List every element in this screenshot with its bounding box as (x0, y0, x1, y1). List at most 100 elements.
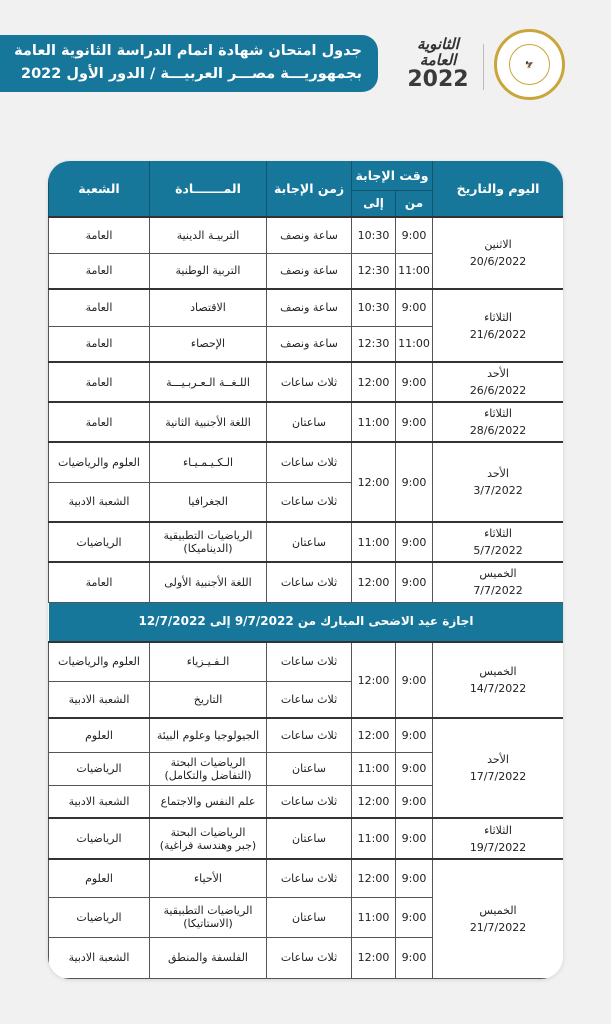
thanaweya-logo: الثانوية العامة 2022 (402, 36, 474, 92)
subject-cell: الرياضيات التطبيقية (الديناميكا) (149, 521, 267, 563)
subject-cell: التربية الوطنية (149, 252, 267, 290)
header-answer-time: وقت الإجابة (350, 161, 434, 190)
time-from: 9:00 (395, 361, 434, 403)
subject-cell: الإحصاء (149, 325, 267, 363)
day-name: الثلاثاء (484, 823, 512, 837)
duration: ساعتان (266, 817, 352, 860)
exam-row: الأحد 26/6/2022 9:00 12:00 ثلاث ساعات اللـغــ… (48, 361, 563, 403)
subject-name: اللـغــة الـعـربـيـــة (166, 375, 250, 389)
title-line-1: جدول امتحان شهادة اتمام الدراسة الثانوية… (14, 43, 362, 59)
time-from: 9:00 (395, 216, 434, 254)
subject-cell: الفلسفة والمنطق (149, 936, 267, 979)
time-from: 9:00 (395, 288, 434, 327)
subject-cell: الاقتصاد (149, 288, 267, 327)
subject-cell: علم النفس والاجتماع (149, 784, 267, 819)
duration: ساعتان (266, 401, 352, 443)
subject-name: الـكـيـمـيـاء (182, 455, 234, 469)
branch: الشعبة الادبية (48, 481, 150, 523)
time-from: 9:00 (395, 561, 434, 603)
time-from: 9:00 (395, 784, 434, 819)
subject-name: الأحياء (194, 871, 222, 885)
subject-cell: الرياضيات البحتة (جبر وهندسة فراغية) (149, 817, 267, 860)
subject-cell: التربيـة الدينية (149, 216, 267, 254)
branch: العامة (48, 325, 150, 363)
branch: العامة (48, 216, 150, 254)
time-from: 9:00 (395, 641, 434, 719)
time-to: 12:00 (350, 441, 397, 523)
exam-row: 9:00 11:00 ساعتان الرياضيات البحتة (التفاضل … (48, 751, 564, 786)
exam-row: الأحد 17/7/2022 9:00 12:00 ثلاث ساعات الجيولو… (48, 717, 563, 819)
time-from: 9:00 (395, 401, 434, 443)
day-name: الثلاثاء (484, 527, 512, 540)
branch: العلوم (48, 717, 150, 753)
time-to: 11:00 (350, 751, 397, 786)
day-name: الخميس (479, 567, 517, 581)
holiday-banner: اجازة عيد الاضحى المبارك من 9/7/2022 إلى… (48, 602, 563, 642)
duration: ساعة ونصف (266, 216, 352, 254)
time-to: 12:00 (350, 936, 397, 979)
exam-date: 17/7/2022 (469, 770, 527, 783)
branch: العامة (48, 288, 150, 327)
header-branch: الشعبة (48, 161, 150, 217)
duration: ثلاث ساعات (266, 361, 352, 403)
day-name: الأحد (487, 467, 509, 480)
exam-date: 3/7/2022 (473, 484, 523, 497)
exam-row: 9:00 12:00 ثلاث ساعات الفلسفة والمنطق الشعبة… (48, 936, 564, 979)
header-duration: زمن الإجابة (266, 161, 352, 217)
day-date-cell: الأحد 3/7/2022 (432, 441, 563, 523)
branch: الرياضيات (48, 521, 150, 563)
branch: الشعبة الادبية (48, 680, 150, 719)
subject-cell: التاريخ (149, 680, 267, 719)
subject-name: الرياضيات التطبيقية (163, 529, 253, 542)
title-line-2: بجمهوريـــة مصـــر العربيـــة / الدور ال… (21, 66, 362, 82)
holiday-banner-row: اجازة عيد الاضحى المبارك من 9/7/2022 إلى… (48, 602, 563, 642)
duration: ثلاث ساعات (266, 936, 352, 979)
exam-row: الأحد 3/7/2022 9:00 12:00 ثلاث ساعات الـكـيـم… (48, 441, 563, 523)
subject-name: الجيولوجيا وعلوم البيئة (156, 728, 260, 742)
exam-row: 11:00 12:30 ساعة ونصف الإحصاء العامة (48, 325, 564, 363)
time-from: 11:00 (395, 325, 434, 363)
exam-row: الخميس 21/7/2022 9:00 12:00 ثلاث ساعات الأحيا… (48, 858, 563, 979)
time-from: 11:00 (395, 252, 434, 290)
exam-schedule-table: اليوم والتاريخ وقت الإجابة زمن الإجابة ا… (48, 161, 563, 979)
subject-name: اللغة الأجنبية الثانية (165, 415, 251, 429)
day-name: الأحد (487, 753, 509, 766)
branch: العامة (48, 561, 150, 603)
time-from: 9:00 (395, 936, 434, 979)
time-to: 12:30 (350, 325, 397, 363)
time-to: 12:00 (350, 717, 397, 753)
exam-row: الخميس 7/7/2022 9:00 12:00 ثلاث ساعات اللغة ا… (48, 561, 563, 603)
subject-name: التاريخ (193, 692, 223, 706)
duration: ساعتان (266, 896, 352, 938)
branch: العامة (48, 401, 150, 443)
duration: ثلاث ساعات (266, 641, 352, 682)
exam-row: الاثنين 20/6/2022 9:00 10:30 ساعة ونصف التربي… (48, 216, 563, 290)
duration: ساعة ونصف (266, 252, 352, 290)
subject-name: اللغة الأجنبية الأولى (164, 575, 252, 589)
duration: ساعتان (266, 751, 352, 786)
time-to: 12:00 (350, 641, 397, 719)
time-to: 12:00 (350, 858, 397, 898)
exam-row: 9:00 12:00 ثلاث ساعات علم النفس والاجتماع ال… (48, 784, 564, 819)
day-date-cell: الثلاثاء 28/6/2022 (432, 401, 563, 443)
day-name: الاثنين (484, 238, 512, 251)
schedule-card: اليوم والتاريخ وقت الإجابة زمن الإجابة ا… (48, 161, 563, 979)
day-date-cell: الأحد 26/6/2022 (432, 361, 563, 403)
exam-date: 5/7/2022 (473, 544, 523, 557)
time-from: 9:00 (395, 521, 434, 563)
subject-cell: الـكـيـمـيـاء (149, 441, 267, 483)
header-from: من (395, 189, 434, 217)
subject-note: (الاستاتيكا) (183, 917, 233, 930)
subject-cell: الـفـيـزياء (149, 641, 267, 682)
subject-cell: الجيولوجيا وعلوم البيئة (149, 717, 267, 753)
time-from: 9:00 (395, 441, 434, 523)
branch: الشعبة الادبية (48, 784, 150, 819)
time-from: 9:00 (395, 858, 434, 898)
time-to: 12:30 (350, 252, 397, 290)
subject-cell: اللغة الأجنبية الثانية (149, 401, 267, 443)
exam-row: الثلاثاء 5/7/2022 9:00 11:00 ساعتان الرياضيات… (48, 521, 563, 563)
subject-name: الـفـيـزياء (186, 655, 230, 669)
exam-row: الثلاثاء 21/6/2022 9:00 10:30 ساعة ونصف الاقت… (48, 288, 563, 363)
branch: الشعبة الادبية (48, 936, 150, 979)
branch: الرياضيات (48, 896, 150, 938)
